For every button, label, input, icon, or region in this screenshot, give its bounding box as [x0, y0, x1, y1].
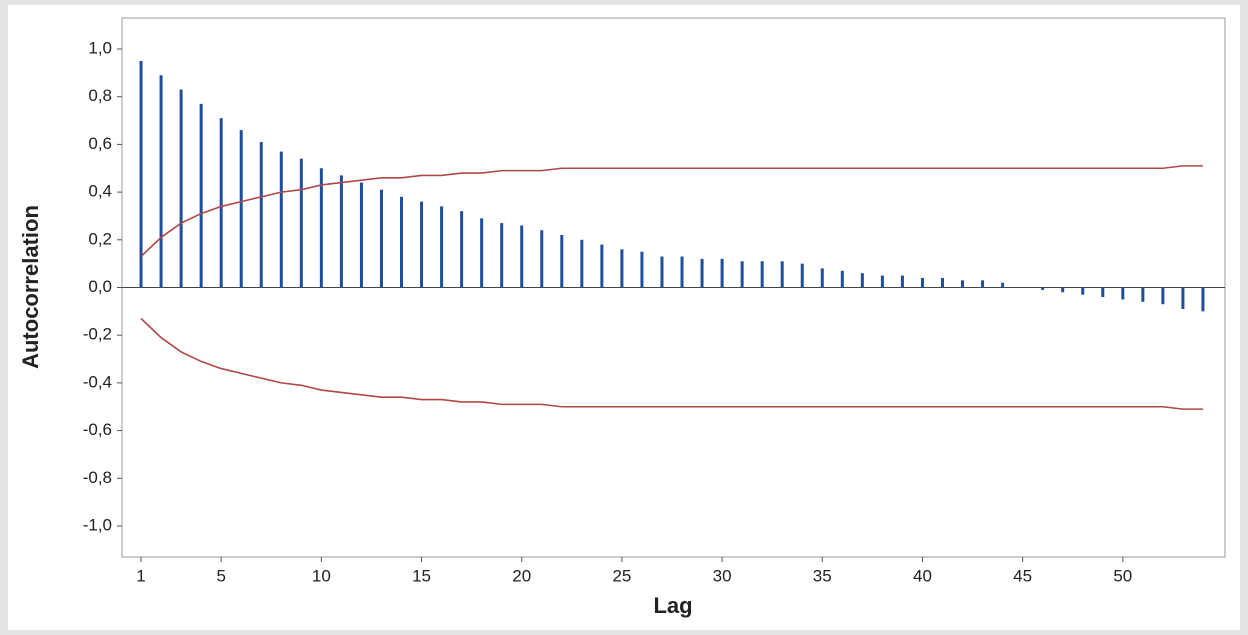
- acf-bar: [1201, 287, 1205, 312]
- acf-bar: [660, 256, 664, 288]
- y-tick-label: 0,0: [88, 277, 112, 296]
- acf-bar: [460, 211, 464, 288]
- x-tick-label: 50: [1113, 566, 1132, 585]
- x-tick-label: 30: [713, 566, 732, 585]
- acf-bar: [840, 270, 844, 288]
- acf-bar: [880, 275, 884, 288]
- acf-bar: [1001, 282, 1005, 288]
- y-axis-title: Autocorrelation: [18, 205, 43, 369]
- y-tick-label: -1,0: [83, 515, 112, 534]
- x-tick-label: 10: [312, 566, 331, 585]
- acf-bar: [420, 201, 424, 288]
- acf-bar: [259, 142, 263, 288]
- x-tick-label: 5: [216, 566, 225, 585]
- acf-bar: [480, 218, 484, 288]
- x-axis-title: Lag: [653, 593, 692, 618]
- x-tick-label: 25: [612, 566, 631, 585]
- confidence-limit: [140, 165, 1203, 258]
- acf-bar: [1181, 287, 1185, 309]
- acf-bar: [159, 75, 163, 288]
- acf-bar: [440, 206, 444, 288]
- acf-bar: [279, 151, 283, 288]
- x-tick-label: 40: [913, 566, 932, 585]
- acf-bar: [740, 261, 744, 288]
- acf-bar: [800, 263, 804, 288]
- acf-bar: [540, 230, 544, 288]
- y-tick-label: 0,6: [88, 134, 112, 153]
- y-tick-label: -0,4: [83, 372, 112, 391]
- acf-bar: [580, 239, 584, 288]
- x-tick-label: 35: [813, 566, 832, 585]
- acf-bar: [780, 261, 784, 288]
- acf-bar: [219, 118, 223, 288]
- acf-bar: [319, 168, 323, 288]
- acf-bar: [1061, 287, 1065, 293]
- confidence-limit: [140, 317, 1203, 410]
- acf-bar: [560, 235, 564, 288]
- acf-bar: [860, 273, 864, 288]
- y-tick-label: -0,6: [83, 420, 112, 439]
- acf-bar: [199, 103, 203, 288]
- acf-bar: [961, 280, 965, 288]
- acf-bar: [1161, 287, 1165, 305]
- acf-bar: [640, 251, 644, 288]
- acf-bar: [620, 249, 624, 288]
- acf-bar: [1141, 287, 1145, 302]
- acf-bar: [299, 158, 303, 288]
- acf-bar: [400, 196, 404, 288]
- y-tick-label: 0,4: [88, 182, 112, 201]
- acf-bar: [1121, 287, 1125, 300]
- acf-bar: [139, 60, 143, 288]
- acf-bar: [940, 277, 944, 288]
- x-tick-label: 15: [412, 566, 431, 585]
- acf-bar: [700, 258, 704, 288]
- acf-bar: [920, 277, 924, 288]
- x-tick-label: 45: [1013, 566, 1032, 585]
- y-tick-label: -0,2: [83, 325, 112, 344]
- acf-bar: [339, 175, 343, 288]
- y-tick-label: 0,2: [88, 229, 112, 248]
- acf-bar: [1101, 287, 1105, 298]
- acf-bar: [379, 189, 383, 288]
- acf-bar: [359, 182, 363, 288]
- acf-bar: [820, 268, 824, 288]
- y-tick-label: 1,0: [88, 38, 112, 57]
- y-tick-label: 0,8: [88, 86, 112, 105]
- acf-bar: [1081, 287, 1085, 295]
- acf-bar: [680, 256, 684, 288]
- acf-bar: [179, 89, 183, 288]
- acf-bar: [981, 280, 985, 288]
- acf-bar: [239, 130, 243, 288]
- acf-bar: [900, 275, 904, 288]
- acf-bar: [1041, 287, 1045, 290]
- acf-bar: [520, 225, 524, 288]
- acf-bar: [600, 244, 604, 288]
- y-tick-label: -0,8: [83, 468, 112, 487]
- acf-bar: [720, 258, 724, 288]
- acf-bar: [760, 261, 764, 288]
- x-tick-label: 1: [136, 566, 145, 585]
- acf-bar: [500, 223, 504, 288]
- x-tick-label: 20: [512, 566, 531, 585]
